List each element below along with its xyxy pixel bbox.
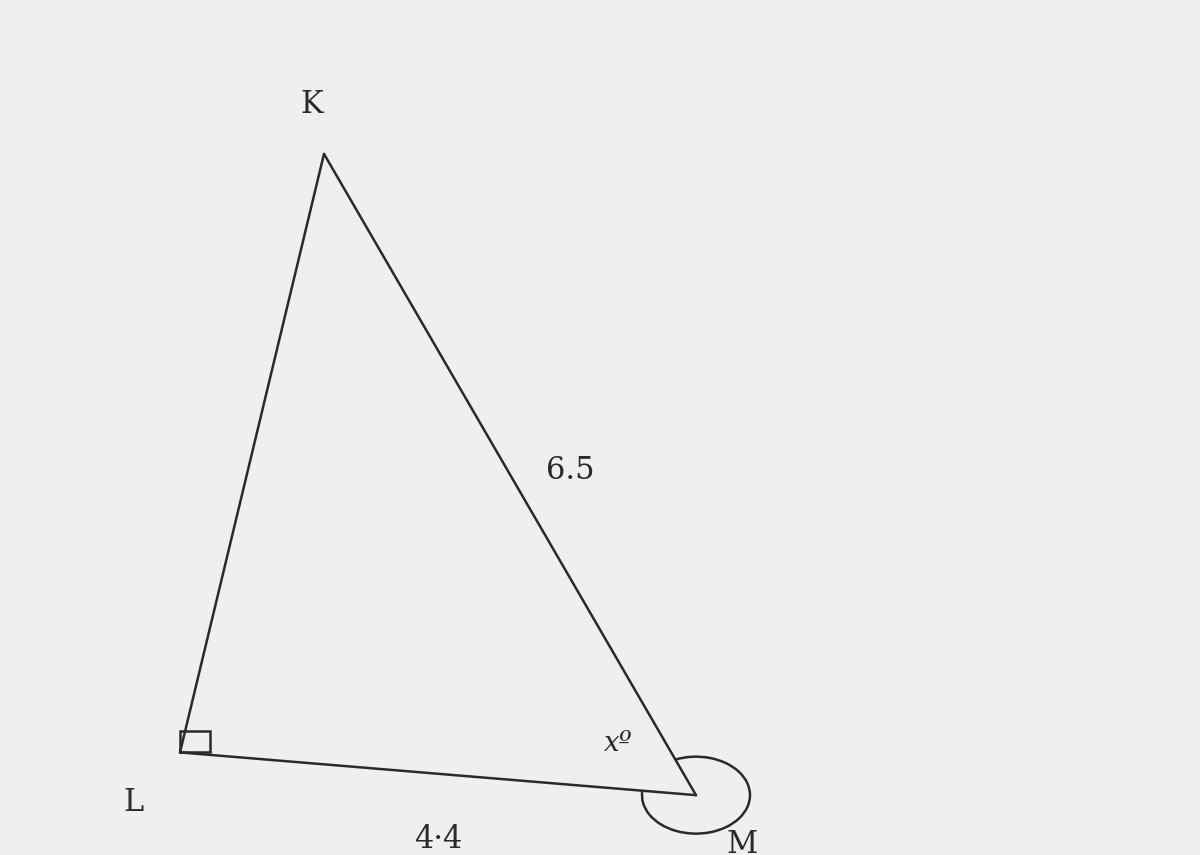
Text: K: K [301, 89, 323, 120]
Text: L: L [124, 787, 144, 817]
Text: xº: xº [604, 730, 632, 758]
Text: 6.5: 6.5 [546, 455, 595, 486]
Text: M: M [726, 829, 757, 855]
Text: 4·4: 4·4 [414, 824, 462, 855]
